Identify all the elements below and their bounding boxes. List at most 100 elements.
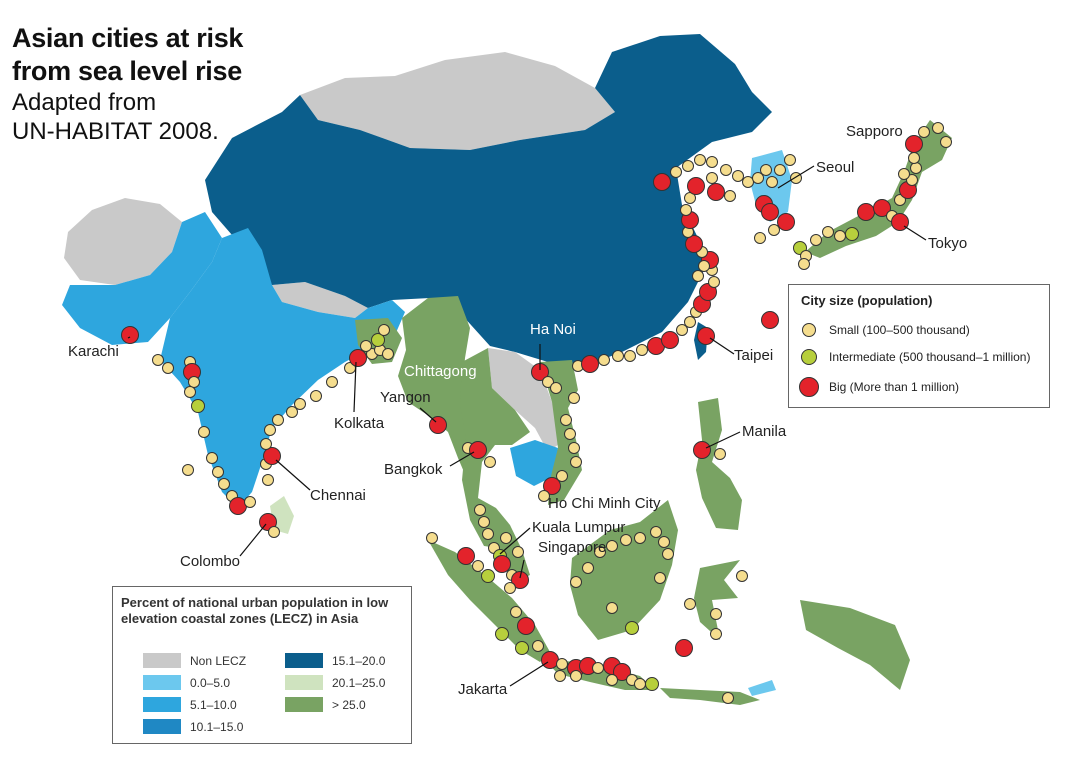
small-city-marker (684, 598, 696, 610)
small-city-marker (708, 276, 720, 288)
small-city-marker (612, 350, 624, 362)
legend-intermediate-label: Intermediate (500 thousand–1 million) (829, 350, 1031, 364)
lecz-item-label: 10.1–15.0 (190, 719, 244, 734)
swatch-non-lecz (143, 653, 181, 668)
lecz-item-label: 0.0–5.0 (190, 675, 231, 690)
small-city-marker (592, 662, 604, 674)
lecz-item-10-15: 10.1–15.0 (143, 719, 243, 734)
small-city-marker (722, 692, 734, 704)
small-city-marker (162, 362, 174, 374)
small-city-marker (732, 170, 744, 182)
small-city-marker (310, 390, 322, 402)
lecz-item-25-plus: > 25.0 (285, 697, 366, 712)
big-city-marker (905, 135, 923, 153)
small-city-marker (570, 456, 582, 468)
city-label-yangon: Yangon (380, 389, 431, 406)
region-mongolia (300, 52, 615, 150)
label-leader-line (353, 361, 357, 413)
small-city-marker (264, 424, 276, 436)
label-leader-line (239, 523, 267, 557)
small-city-marker (582, 562, 594, 574)
small-city-marker (244, 496, 256, 508)
intermediate-city-marker (495, 627, 509, 641)
big-city-marker (661, 331, 679, 349)
label-leader-line (777, 165, 815, 189)
small-city-marker (556, 470, 568, 482)
big-city-marker (685, 235, 703, 253)
small-city-marker (482, 528, 494, 540)
city-label-chittagong: Chittagong (404, 363, 477, 380)
small-city-marker (472, 560, 484, 572)
small-city-marker (766, 176, 778, 188)
small-city-marker (720, 164, 732, 176)
small-city-marker (650, 526, 662, 538)
intermediate-city-marker (515, 641, 529, 655)
small-city-marker (564, 428, 576, 440)
lecz-item-non: Non LECZ (143, 653, 246, 668)
small-city-marker (532, 640, 544, 652)
small-city-marker (624, 350, 636, 362)
small-city-marker (680, 204, 692, 216)
swatch-20-25 (285, 675, 323, 690)
label-leader-line (509, 661, 549, 687)
legend-small-label: Small (100–500 thousand) (829, 323, 970, 337)
label-leader-line (419, 407, 437, 423)
big-city-marker (349, 349, 367, 367)
small-city-marker (822, 226, 834, 238)
big-city-marker (613, 663, 631, 681)
region-nepal (272, 282, 368, 318)
small-city-marker (910, 162, 922, 174)
lecz-item-15-20: 15.1–20.0 (285, 653, 385, 668)
lecz-item-label: 15.1–20.0 (332, 653, 386, 668)
small-city-marker (570, 670, 582, 682)
big-city-marker (469, 441, 487, 459)
map-title-block: Asian cities at risk from sea level rise… (12, 22, 243, 146)
small-city-marker (710, 628, 722, 640)
small-city-marker (736, 570, 748, 582)
small-city-marker (670, 166, 682, 178)
small-city-marker (932, 122, 944, 134)
region-lesser-sunda (660, 688, 760, 705)
small-city-marker (560, 414, 572, 426)
city-label-seoul: Seoul (816, 159, 854, 176)
small-city-marker (478, 516, 490, 528)
small-city-marker (510, 606, 522, 618)
small-city-marker (810, 234, 822, 246)
swatch-15-20 (285, 653, 323, 668)
subtitle-line-1: Adapted from (12, 89, 157, 116)
small-city-marker (760, 164, 772, 176)
city-label-chennai: Chennai (310, 487, 366, 504)
small-city-marker (634, 532, 646, 544)
region-china (205, 34, 772, 366)
small-city-marker (554, 670, 566, 682)
label-leader-line (127, 336, 131, 339)
small-city-marker (774, 164, 786, 176)
big-city-marker (761, 311, 779, 329)
small-city-marker (742, 176, 754, 188)
small-city-marker (662, 548, 674, 560)
big-city-marker (693, 441, 711, 459)
city-label-kuala-lumpur: Kuala Lumpur (532, 519, 625, 536)
small-city-marker (594, 546, 606, 558)
label-leader-line (519, 559, 525, 579)
swatch-0-5 (143, 675, 181, 690)
big-city-marker (687, 177, 705, 195)
swatch-10-15 (143, 719, 181, 734)
small-city-marker (710, 608, 722, 620)
big-city-marker (229, 497, 247, 515)
small-city-marker (568, 392, 580, 404)
small-city-marker (262, 474, 274, 486)
small-city-marker (500, 532, 512, 544)
region-myanmar (398, 296, 480, 486)
small-city-marker (570, 576, 582, 588)
big-city-marker (511, 571, 529, 589)
region-sulawesi (694, 560, 740, 640)
lecz-item-20-25: 20.1–25.0 (285, 675, 385, 690)
lecz-item-label: Non LECZ (190, 653, 247, 668)
legend-small: Small (100–500 thousand) (799, 323, 970, 337)
label-leader-line (275, 459, 311, 491)
label-leader-line (499, 527, 531, 555)
intermediate-city-marker (625, 621, 639, 635)
small-city-marker (676, 324, 688, 336)
